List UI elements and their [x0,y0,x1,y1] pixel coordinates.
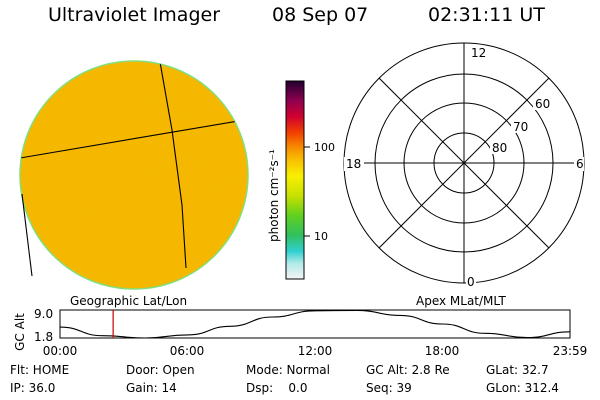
status-mode: Mode: Normal [246,363,330,377]
altitude-x-tick: 23:59 [553,344,588,358]
polar-label-18: 18 [346,157,361,171]
altitude-x-tick: 06:00 [170,344,205,358]
altitude-x-tick: 18:00 [425,344,460,358]
time-label: 02:31:11 UT [428,4,545,26]
altitude-x-tick: 00:00 [43,344,78,358]
altitude-y-tick-low: 1.8 [34,330,53,344]
status-ip: IP: 36.0 [10,381,56,395]
colorbar-tick-100: 100 [314,141,335,154]
uv-image-disk [19,60,249,290]
date-label: 08 Sep 07 [272,4,369,26]
polar-plot [343,42,585,284]
status-gc-alt: GC Alt: 2.8 Re [366,363,450,377]
status-seq: Seq: 39 [366,381,412,395]
polar-lat-60: 60 [535,97,550,111]
colorbar-unit-label: photon cm⁻²s⁻¹ [267,149,281,242]
colorbar-tick-10: 10 [314,230,328,243]
page-title: Ultraviolet Imager [48,4,221,26]
status-glon: GLon: 312.4 [486,381,559,395]
polar-lat-80: 80 [492,141,507,155]
status-dsp: Dsp: 0.0 [246,381,308,395]
altitude-x-tick: 12:00 [298,344,333,358]
altitude-axis-label: GC Alt [13,313,27,351]
status-flt: Flt: HOME [10,363,70,377]
polar-label-12: 12 [471,46,486,60]
status-gain: Gain: 14 [126,381,177,395]
status-glat: GLat: 32.7 [486,363,549,377]
colorbar: 100 10 photon cm⁻²s⁻¹ [267,80,335,280]
altitude-right-label: Apex MLat/MLT [416,294,506,308]
altitude-left-label: Geographic Lat/Lon [70,294,187,308]
polar-lat-70: 70 [513,120,528,134]
altitude-y-tick-high: 9.0 [34,307,53,321]
polar-label-6: 6 [576,157,584,171]
altitude-series-line [59,309,571,339]
altitude-panel: Geographic Lat/Lon Apex MLat/MLT GC Alt … [13,294,587,358]
polar-label-0: 0 [467,275,475,289]
status-door: Door: Open [126,363,195,377]
